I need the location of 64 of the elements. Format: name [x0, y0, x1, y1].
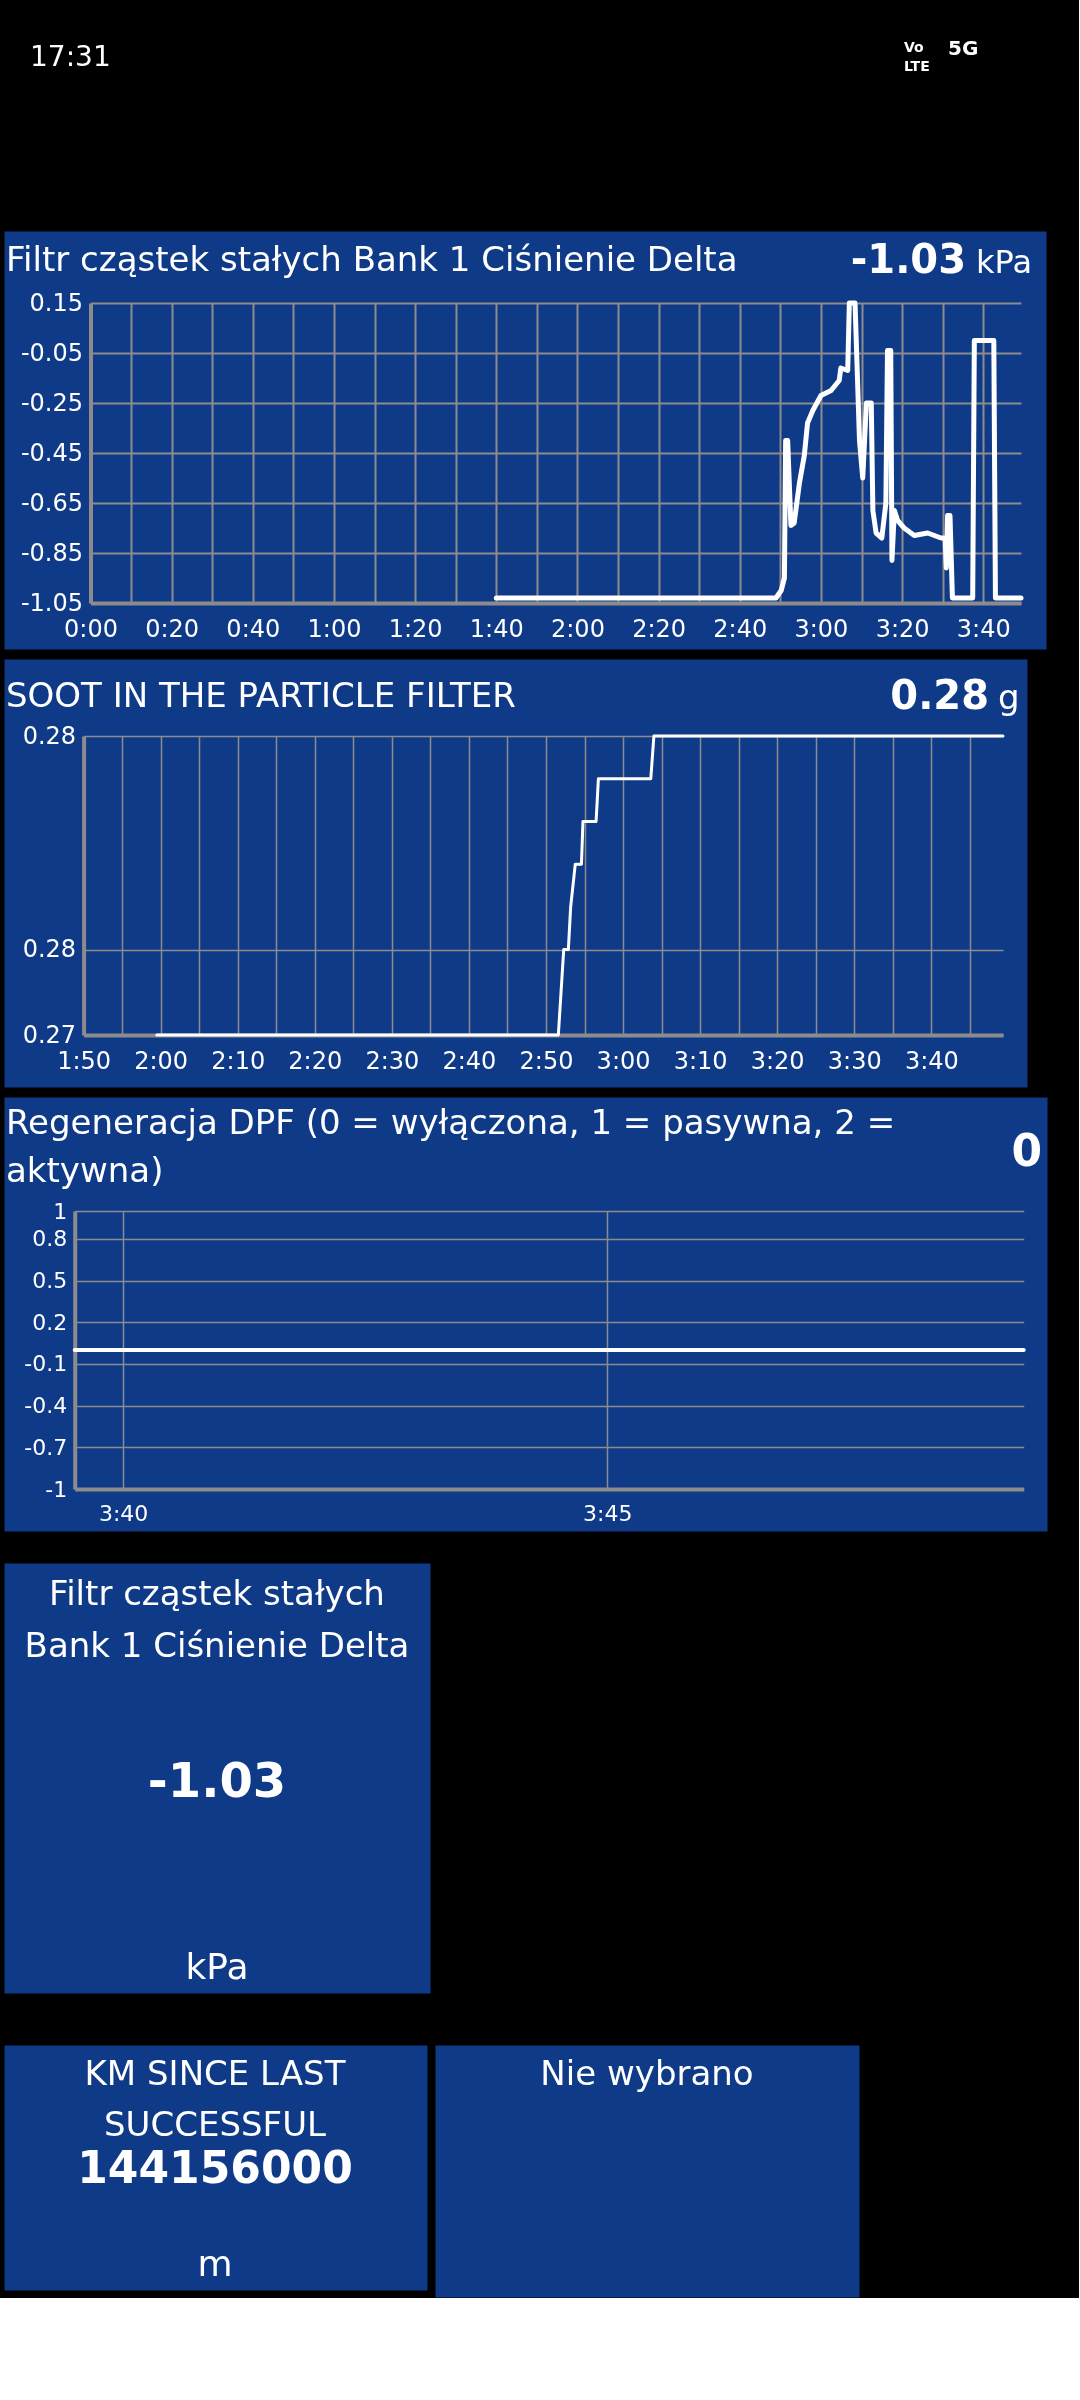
y-tick-label: 0.27	[22, 1020, 77, 1049]
x-tick-label: 1:40	[469, 614, 524, 643]
chart-title: Regeneracja DPF (0 = wyłączona, 1 = pasywna, 2 = aktywna)	[6, 1102, 896, 1190]
text: Filtr cząstek stałych Bank 1 Ciśnienie Delta	[24, 1573, 410, 1665]
x-tick-label: 1:50	[57, 1046, 112, 1075]
y-tick-label: 1	[53, 1198, 68, 1224]
x-tick-label: 2:40	[713, 614, 768, 643]
text: m	[197, 2243, 233, 2284]
text: 5G	[948, 36, 979, 60]
text: 0	[1011, 1125, 1042, 1176]
x-tick-label: 3:40	[98, 1500, 149, 1526]
text: KM SINCE LAST SUCCESSFUL	[84, 2053, 346, 2144]
x-tick-label: 2:10	[211, 1046, 266, 1075]
x-tick-label: 3:45	[583, 1500, 633, 1526]
x-tick-label: 3:40	[956, 614, 1011, 643]
line-series	[155, 734, 1005, 1037]
y-tick-label: -1.05	[20, 588, 83, 617]
text: g	[998, 677, 1020, 717]
y-tick-label: -0.45	[20, 438, 83, 467]
y-tick-label: -1	[45, 1476, 68, 1502]
x-tick-label: 2:00	[134, 1046, 189, 1075]
y-tick-label: -0.65	[20, 488, 83, 517]
text: -1.03	[147, 1752, 287, 1808]
y-tick-label: 0.15	[29, 288, 83, 317]
text: 144156000	[77, 2142, 353, 2193]
x-tick-label: 2:40	[442, 1046, 497, 1075]
text: kPa	[185, 1946, 249, 1987]
x-tick-label: 2:20	[632, 614, 687, 643]
y-tick-label: -0.85	[20, 538, 83, 567]
y-tick-label: 0.28	[22, 935, 77, 964]
x-tick-label: 2:00	[551, 614, 605, 643]
x-tick-label: 3:20	[750, 1046, 805, 1075]
chart-title: SOOT IN THE PARTICLE FILTER	[6, 675, 516, 715]
x-tick-label: 2:50	[519, 1046, 574, 1075]
y-tick-label: -0.05	[20, 338, 83, 367]
chart-title: Filtr cząstek stałych Bank 1 Ciśnienie Delta	[6, 239, 738, 279]
x-tick-label: 2:20	[288, 1046, 343, 1075]
y-tick-label: -0.1	[24, 1351, 68, 1377]
x-tick-label: 0:40	[226, 614, 281, 643]
text: Vo	[904, 39, 925, 55]
y-tick-label: 0.28	[22, 721, 77, 750]
y-tick-label: -0.4	[24, 1393, 68, 1419]
y-tick-label: 0.8	[32, 1226, 68, 1252]
x-tick-label: 3:00	[794, 614, 849, 643]
x-tick-label: 1:00	[307, 614, 362, 643]
text: -1.03	[850, 236, 966, 282]
x-tick-label: 1:20	[388, 614, 443, 643]
x-tick-label: 3:20	[875, 614, 930, 643]
text: LTE	[904, 58, 930, 74]
y-tick-label: -0.7	[24, 1434, 68, 1460]
y-tick-label: -0.25	[20, 388, 83, 417]
x-tick-label: 0:20	[145, 614, 200, 643]
text: 17:31	[30, 40, 111, 73]
x-tick-label: 0:00	[64, 614, 118, 643]
x-tick-label: 3:40	[904, 1046, 959, 1075]
x-tick-label: 3:10	[673, 1046, 728, 1075]
y-tick-label: 0.2	[32, 1309, 68, 1335]
x-tick-label: 2:30	[365, 1046, 420, 1075]
x-tick-label: 3:30	[827, 1046, 882, 1075]
text: Nie wybrano	[540, 2053, 754, 2093]
x-tick-label: 3:00	[596, 1046, 651, 1075]
text: 0.28	[890, 672, 989, 718]
text: kPa	[976, 243, 1032, 281]
y-tick-label: 0.5	[32, 1268, 68, 1293]
